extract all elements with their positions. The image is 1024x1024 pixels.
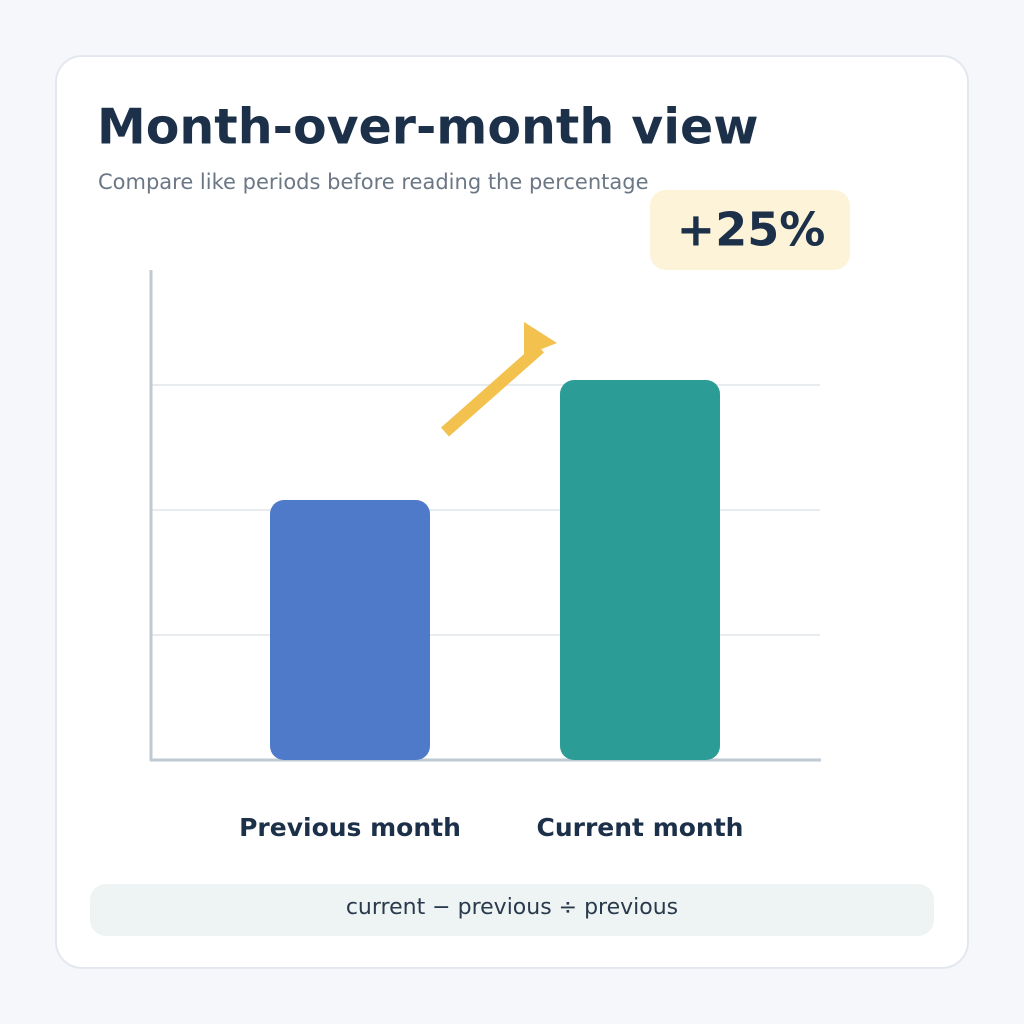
trend-arrow-head (524, 322, 557, 356)
badge (650, 190, 850, 270)
annotation: +25% (677, 203, 826, 257)
x-tick-label: Previous month (239, 813, 461, 842)
bar (270, 500, 430, 760)
x-tick-label: Current month (537, 813, 744, 842)
bar (560, 380, 720, 760)
trend-arrow (441, 343, 544, 437)
bars (270, 380, 720, 760)
chart-title: Month-over-month view (97, 99, 759, 156)
formula-box (90, 884, 934, 936)
subtitle: Compare like periods before reading the … (98, 170, 649, 194)
formula: current − previous ÷ previous (346, 895, 678, 920)
